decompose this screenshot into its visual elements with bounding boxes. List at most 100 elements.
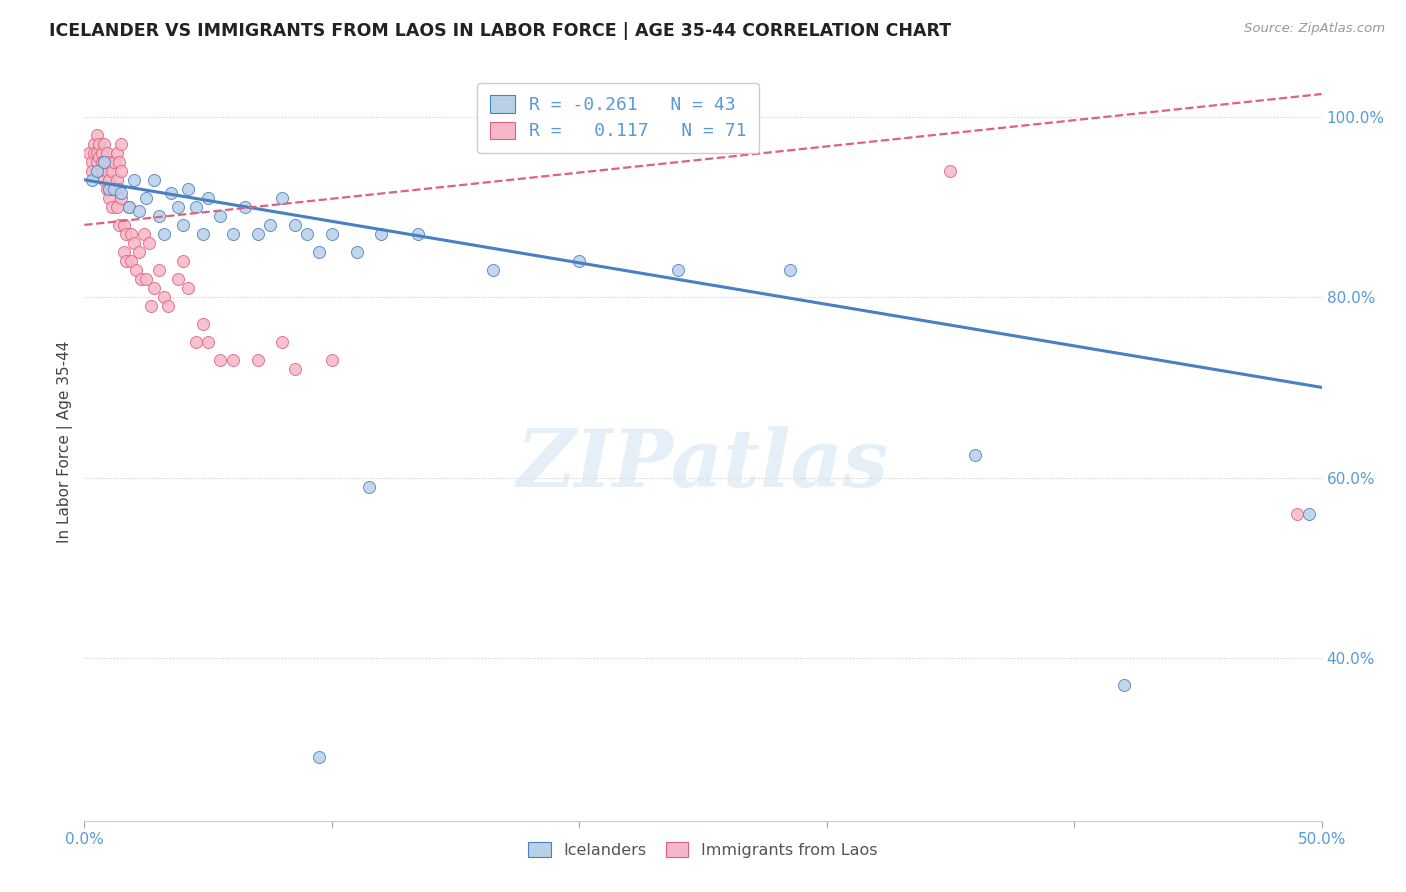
Point [83,136,105,151]
Point [246,353,269,368]
Point [152,290,174,304]
Point [295,227,318,241]
Point [197,335,219,350]
Point [105,200,128,214]
Point [118,200,141,214]
Point [172,218,194,232]
Point [80,163,103,178]
Point [271,335,294,350]
Point [142,281,165,295]
Point [112,244,135,259]
Point [284,218,307,232]
Point [284,362,307,376]
Point [177,182,200,196]
Point [86,128,108,142]
Point [568,254,591,268]
Point [129,272,152,286]
Point [80,173,103,187]
Point [108,218,131,232]
Point [152,227,174,241]
Point [103,154,125,169]
Point [98,182,121,196]
Point [90,154,112,169]
Point [89,150,111,164]
Point [259,218,281,232]
Point [128,244,150,259]
Point [80,154,103,169]
Point [93,154,115,169]
Point [481,263,503,277]
Point [132,227,155,241]
Point [141,299,163,313]
Point [135,272,157,286]
Point [125,263,148,277]
Point [148,209,170,223]
Point [96,145,118,160]
Point [370,227,392,241]
Point [321,227,343,241]
Point [233,200,256,214]
Point [86,154,108,169]
Point [779,263,801,277]
Point [115,254,138,268]
Point [120,227,142,241]
Point [321,353,343,368]
Point [96,163,118,178]
Point [209,209,232,223]
Point [112,218,135,232]
Point [90,145,112,160]
Text: ICELANDER VS IMMIGRANTS FROM LAOS IN LABOR FORCE | AGE 35-44 CORRELATION CHART: ICELANDER VS IMMIGRANTS FROM LAOS IN LAB… [49,22,952,40]
Point [209,353,232,368]
Point [83,145,105,160]
Text: Source: ZipAtlas.com: Source: ZipAtlas.com [1244,22,1385,36]
Point [118,200,141,214]
Point [122,235,145,250]
Point [357,480,380,494]
Point [100,163,122,178]
Point [172,254,194,268]
Point [90,163,112,178]
Text: ZIPatlas: ZIPatlas [517,425,889,503]
Point [346,244,368,259]
Point [666,263,689,277]
Point [110,191,132,205]
Point [191,317,214,331]
Point [135,191,157,205]
Point [120,254,142,268]
Point [103,182,125,196]
Point [93,136,115,151]
Point [138,235,160,250]
Point [191,227,214,241]
Point [160,186,183,201]
Point [89,136,111,151]
Point [86,163,108,178]
Point [408,227,430,241]
Legend: Icelanders, Immigrants from Laos: Icelanders, Immigrants from Laos [520,834,886,866]
Point [177,281,200,295]
Point [142,173,165,187]
Point [167,272,190,286]
Point [1285,507,1308,521]
Point [96,182,118,196]
Point [108,154,131,169]
Point [98,173,121,187]
Point [1112,678,1135,692]
Point [1298,507,1320,521]
Point [965,448,987,462]
Point [148,263,170,277]
Point [110,163,132,178]
Point [86,145,108,160]
Point [93,154,115,169]
Point [105,145,128,160]
Point [93,173,115,187]
Point [105,173,128,187]
Point [79,145,101,160]
Point [222,227,245,241]
Point [110,136,132,151]
Point [100,200,122,214]
Point [184,200,207,214]
Point [115,227,138,241]
Point [98,191,121,205]
Point [128,204,150,219]
Point [197,191,219,205]
